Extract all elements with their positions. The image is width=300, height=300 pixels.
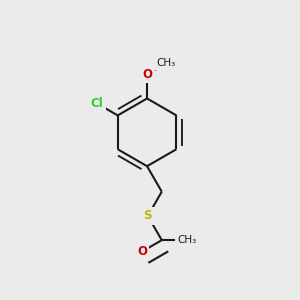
Text: CH₃: CH₃ [177, 235, 196, 245]
Text: CH₃: CH₃ [157, 58, 176, 68]
Text: O: O [142, 68, 152, 81]
Text: S: S [143, 209, 152, 222]
Text: Cl: Cl [90, 97, 103, 110]
Text: O: O [137, 245, 147, 258]
